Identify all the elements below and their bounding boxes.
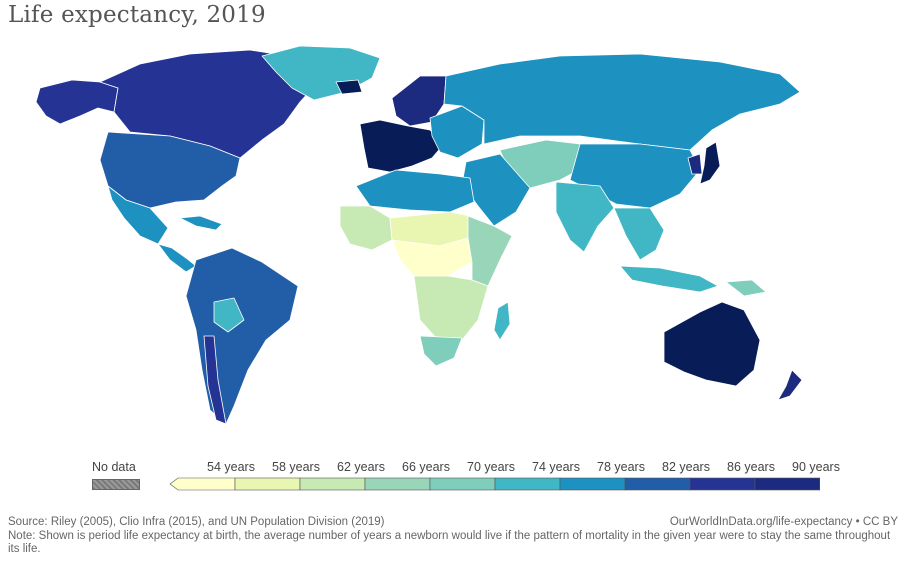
no-data-swatch[interactable] [92,479,140,490]
legend-tick-label: 78 years [597,460,645,474]
region-russia[interactable] [443,53,801,151]
region-central-africa[interactable] [391,237,473,277]
region-madagascar[interactable] [493,301,511,341]
region-south-asia[interactable] [555,181,615,253]
region-new-zealand[interactable] [777,369,803,401]
region-south-africa[interactable] [419,335,463,367]
legend-swatch[interactable] [429,477,496,491]
region-bolivia[interactable] [213,297,245,333]
note-text: Note: Shown is period life expectancy at… [8,530,891,555]
region-australia[interactable] [663,301,761,387]
region-north-africa[interactable] [355,169,475,213]
region-southern-africa[interactable] [413,275,489,341]
region-east-africa[interactable] [467,215,513,287]
region-iceland[interactable] [335,79,363,95]
region-alaska[interactable] [35,79,119,125]
region-central-america[interactable] [157,243,197,273]
legend-swatch[interactable] [559,477,626,491]
legend-swatch[interactable] [494,477,561,491]
legend-swatch[interactable] [234,477,301,491]
region-caribbean[interactable] [179,215,223,231]
legend-tick-label: 54 years [207,460,255,474]
legend-swatch[interactable] [754,477,820,491]
region-west-africa[interactable] [339,205,393,251]
legend-tick-label: 86 years [727,460,775,474]
world-map[interactable] [0,40,910,440]
region-indonesia[interactable] [619,265,719,293]
color-legend: No data 54 years 58 years 62 years 66 years… [0,455,910,495]
legend-tick-label: 82 years [662,460,710,474]
region-japan[interactable] [699,141,721,185]
region-canada[interactable] [99,49,321,159]
region-chile[interactable] [203,335,227,425]
region-south-america[interactable] [185,247,299,425]
legend-tick-label: 66 years [402,460,450,474]
region-papua-new-guinea[interactable] [725,279,767,297]
chart-title: Life expectancy, 2019 [8,2,266,28]
legend-swatch[interactable] [169,477,236,491]
legend-tick-label: 70 years [467,460,515,474]
legend-swatch[interactable] [624,477,691,491]
legend-tick-label: 62 years [337,460,385,474]
legend-color-bar [169,477,820,491]
world-map-svg [35,45,803,425]
region-southeast-asia[interactable] [613,207,665,261]
legend-swatch[interactable] [364,477,431,491]
legend-tick-label: 90 years [792,460,840,474]
region-scandinavia[interactable] [391,75,447,127]
region-western-europe[interactable] [359,119,445,173]
source-text: Source: Riley (2005), Clio Infra (2015),… [8,516,385,528]
credit-link[interactable]: OurWorldInData.org/life-expectancy • CC … [669,516,898,528]
legend-swatch[interactable] [689,477,756,491]
legend-swatch[interactable] [299,477,366,491]
no-data-label: No data [92,460,136,474]
legend-tick-label: 58 years [272,460,320,474]
legend-tick-label: 74 years [532,460,580,474]
